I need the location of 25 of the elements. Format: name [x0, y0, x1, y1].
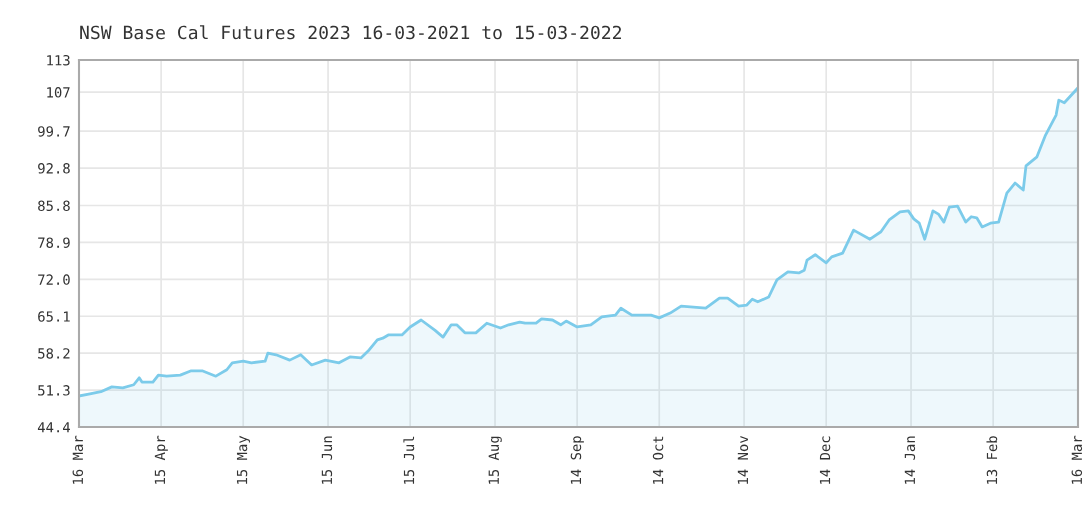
y-tick-label: 51.3	[38, 385, 70, 396]
x-tick-label: 14 Oct	[652, 436, 664, 484]
x-tick-label: 15 Apr	[154, 435, 168, 484]
y-tick-label: 107	[47, 87, 70, 98]
y-tick-label: 58.2	[38, 348, 70, 359]
x-tick-label: 15 Jul	[403, 436, 415, 484]
y-tick-label: 72.0	[38, 274, 70, 285]
x-tick-label: 15 May	[236, 435, 250, 484]
y-tick-label: 78.9	[38, 237, 70, 248]
x-tick-label: 14 Jan	[904, 436, 916, 484]
chart-title: NSW Base Cal Futures 2023 16-03-2021 to 15-03-2022	[80, 25, 621, 40]
y-tick-label: 65.1	[38, 311, 70, 322]
x-tick-label: 16 Mar	[1071, 435, 1083, 484]
x-tick-label: 14 Nov	[737, 436, 749, 484]
y-tick-label: 113	[47, 55, 70, 66]
x-tick-label: 14 Dec	[819, 436, 831, 484]
x-tick-label: 13 Feb	[986, 436, 998, 484]
y-tick-label: 85.8	[38, 200, 70, 212]
y-tick-label: 44.4	[37, 422, 70, 433]
x-tick-label: 15 Aug	[488, 436, 502, 484]
y-tick-label: 92.8	[38, 163, 70, 174]
y-tick-label: 99.7	[38, 126, 70, 137]
x-tick-label: 16 Mar	[72, 435, 84, 484]
x-tick-label: 14 Sep	[570, 436, 584, 484]
x-tick-label: 15 Jun	[321, 436, 333, 484]
